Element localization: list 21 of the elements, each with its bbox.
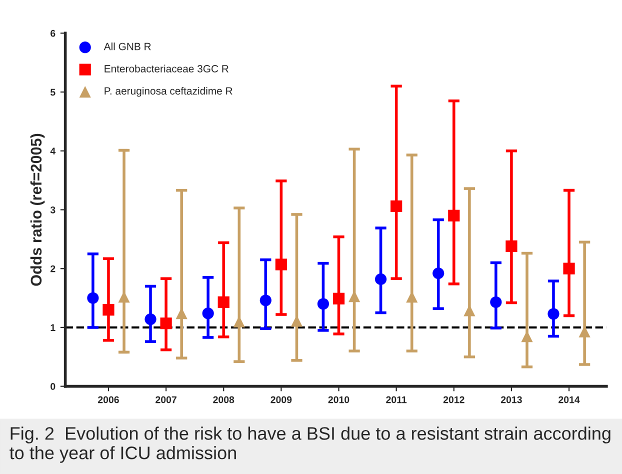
x-tick-label: 2006 <box>98 396 119 404</box>
legend-label: P. aeruginosa ceftazidime R <box>104 86 232 97</box>
x-tick-label: 2007 <box>156 396 176 404</box>
y-tick-label: 5 <box>50 88 56 96</box>
legend-label: All GNB R <box>104 42 151 50</box>
legend-label: Enterobacteriaceae 3GC R <box>104 64 228 72</box>
x-tick-label: 2009 <box>270 396 292 404</box>
x-tick-label: 2011 <box>386 396 407 404</box>
y-tick-label: 3 <box>50 206 56 214</box>
y-tick-label: 0 <box>50 383 56 390</box>
x-tick-label: 2010 <box>328 396 350 404</box>
y-tick-label: 2 <box>50 265 56 272</box>
y-tick-label: 6 <box>50 30 56 37</box>
x-tick-label: 2008 <box>213 396 234 404</box>
y-tick-label: 4 <box>50 148 56 154</box>
x-tick-label: 2013 <box>500 396 522 404</box>
y-tick-label: 1 <box>50 324 56 331</box>
x-tick-label: 2014 <box>558 396 580 404</box>
y-axis-title: Odds ratio (ref=2005) <box>30 134 45 286</box>
x-tick-label: 2012 <box>443 396 464 404</box>
caption: Fig. 2 Evolution of the risk to have a BSI due to a resistant strain according to the year of ICU admission <box>10 426 610 463</box>
